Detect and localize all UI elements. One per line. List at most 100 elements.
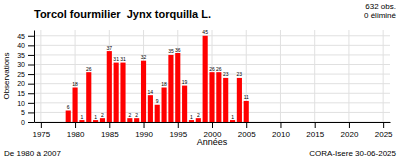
x-tick-label: 2010 xyxy=(272,130,290,139)
x-tick-mark xyxy=(212,122,213,128)
bars xyxy=(66,36,249,122)
x-axis-label: Années xyxy=(197,137,228,147)
x-tick-label: 1990 xyxy=(135,130,153,139)
y-axis-line xyxy=(34,31,35,123)
y-tick-label: 40 xyxy=(17,42,25,49)
y-axis-label: Observations xyxy=(2,52,11,99)
x-tick-mark xyxy=(41,122,42,128)
y-tick: 40 xyxy=(17,42,34,49)
bar xyxy=(93,120,98,122)
grid-line-y xyxy=(34,45,390,46)
bar xyxy=(86,72,91,122)
data-label: 1 xyxy=(81,114,84,120)
x-tick-mark xyxy=(280,122,281,128)
data-label: 23 xyxy=(237,71,243,77)
x-tick-label: 1975 xyxy=(32,130,50,139)
y-tick-label: 5 xyxy=(21,109,25,116)
y-tick: 25 xyxy=(17,71,34,78)
data-label: 36 xyxy=(175,47,181,53)
bar xyxy=(155,105,160,122)
bar xyxy=(223,78,228,122)
x-tick: 1985 xyxy=(101,122,119,139)
annotation-bottom-left: De 1980 à 2007 xyxy=(4,149,61,158)
bar xyxy=(182,86,187,122)
y-tick-label: 25 xyxy=(17,71,25,78)
grid xyxy=(34,30,390,122)
y-tick-mark xyxy=(28,112,34,113)
data-label: 26 xyxy=(86,66,92,72)
bar xyxy=(79,120,84,122)
bar xyxy=(216,72,221,122)
y-tick: 15 xyxy=(17,90,34,97)
x-tick: 2020 xyxy=(341,122,359,139)
data-label: 31 xyxy=(120,56,126,62)
x-tick: 2005 xyxy=(238,122,256,139)
data-label: 35 xyxy=(168,48,174,54)
x-tick-label: 2005 xyxy=(238,130,256,139)
annotation-bottom-right: CORA-Isere 30-06-2025 xyxy=(309,149,396,158)
x-tick: 2010 xyxy=(272,122,290,139)
y-tick: 5 xyxy=(21,109,34,116)
bar xyxy=(141,61,146,122)
y-tick-mark xyxy=(28,45,34,46)
grid-line-x xyxy=(280,30,281,122)
bar xyxy=(237,78,242,122)
y-tick-label: 45 xyxy=(17,32,25,39)
title: Torcol fourmilier Jynx torquilla L. xyxy=(34,8,211,20)
bar xyxy=(175,53,180,122)
y-tick: 45 xyxy=(17,32,34,39)
data-label: 2 xyxy=(101,112,104,118)
x-tick-label: 1995 xyxy=(169,130,187,139)
data-label: 2 xyxy=(128,112,131,118)
y-tick-label: 10 xyxy=(17,100,25,107)
data-label: 1 xyxy=(190,114,193,120)
bar xyxy=(107,51,112,122)
y-tick: 0 xyxy=(21,119,34,126)
bar xyxy=(114,63,119,122)
x-tick-mark xyxy=(75,122,76,128)
y-tick-mark xyxy=(28,55,34,56)
bar xyxy=(230,120,235,122)
x-tick-label: 1980 xyxy=(67,130,85,139)
data-label: 18 xyxy=(161,81,167,87)
y-tick: 20 xyxy=(17,80,34,87)
y-tick-label: 20 xyxy=(17,80,25,87)
x-tick: 1980 xyxy=(67,122,85,139)
y-tick-label: 0 xyxy=(21,119,25,126)
y-tick-mark xyxy=(28,65,34,66)
bar xyxy=(251,122,256,123)
x-tick-label: 1985 xyxy=(101,130,119,139)
grid-line-x xyxy=(348,30,349,122)
data-label: 45 xyxy=(202,29,208,35)
bar xyxy=(73,88,78,123)
y-axis: 051015202530354045 xyxy=(17,31,34,126)
chart: 1975198019851990199520002005201020152020… xyxy=(0,0,400,160)
bar xyxy=(127,118,132,122)
data-label: 32 xyxy=(141,54,147,60)
annotation-line: 0 éliminé xyxy=(364,11,397,20)
bar xyxy=(168,55,173,122)
grid-line-x xyxy=(40,30,41,122)
y-tick-mark xyxy=(28,36,34,37)
y-tick-label: 15 xyxy=(17,90,25,97)
grid-line-y xyxy=(34,35,390,36)
bar xyxy=(134,118,139,122)
x-tick-mark xyxy=(349,122,350,128)
data-label: 26 xyxy=(216,66,222,72)
data-labels: 6181261237313122321491835361912452626231… xyxy=(67,29,249,119)
y-tick: 10 xyxy=(17,100,34,107)
y-tick-mark xyxy=(28,93,34,94)
y-tick-mark xyxy=(28,103,34,104)
data-label: 18 xyxy=(72,81,78,87)
grid-line-x xyxy=(383,30,384,122)
data-label: 23 xyxy=(223,71,229,77)
y-tick-mark xyxy=(28,84,34,85)
y-tick-label: 30 xyxy=(17,61,25,68)
data-label: 19 xyxy=(182,79,188,85)
bar xyxy=(66,111,71,123)
data-label: 2 xyxy=(135,112,138,118)
x-tick: 1975 xyxy=(32,122,50,139)
x-tick-label: 2015 xyxy=(306,130,324,139)
x-tick-label: 2025 xyxy=(375,130,393,139)
data-label: 14 xyxy=(148,89,154,95)
